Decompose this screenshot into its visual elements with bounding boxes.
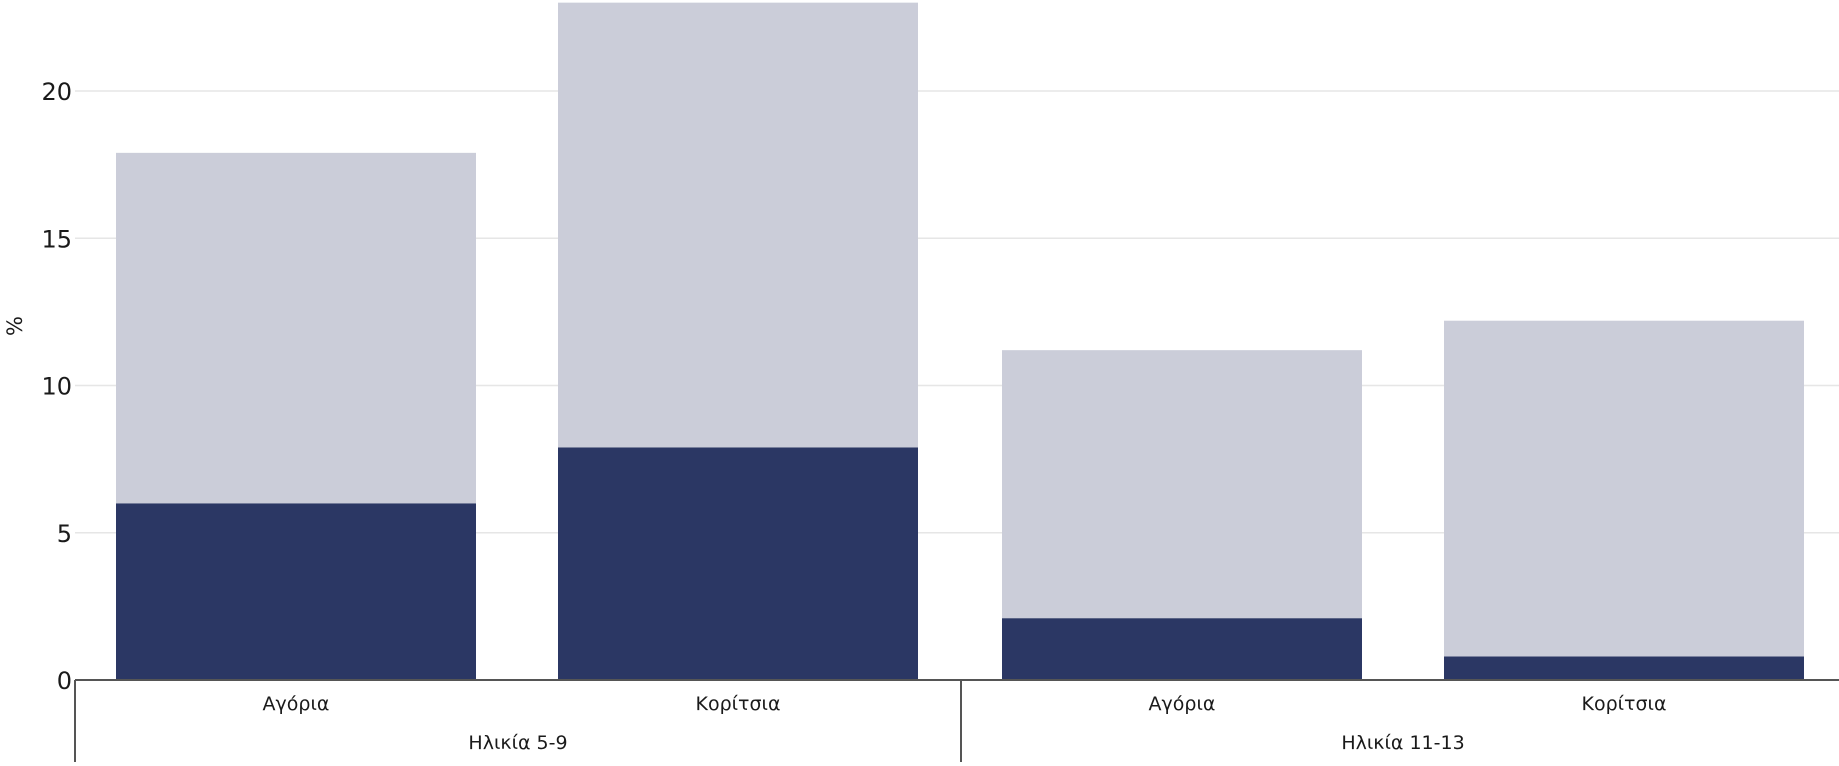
x-category-label: Αγόρια	[263, 693, 330, 715]
y-tick-label: 15	[41, 225, 72, 253]
bar-segment-lower	[1444, 656, 1804, 680]
x-category-label: Κορίτσια	[1581, 693, 1666, 715]
bar-segment-lower	[116, 503, 476, 680]
y-tick-label: 5	[57, 520, 72, 548]
axes	[74, 679, 1839, 762]
bar-segment-upper	[1444, 320, 1804, 657]
bars	[116, 2, 1804, 680]
bar-segment-upper	[1002, 350, 1362, 619]
x-category-label: Αγόρια	[1149, 693, 1216, 715]
bar-segment-upper	[558, 2, 918, 448]
x-group-label: Ηλικία 5-9	[468, 732, 567, 754]
y-tick-label: 20	[41, 78, 72, 106]
y-tick-label: 0	[57, 667, 72, 695]
bar-segment-upper	[116, 152, 476, 504]
y-tick-label: 10	[41, 373, 72, 401]
x-category-label: Κορίτσια	[695, 693, 780, 715]
y-axis-label: %	[3, 316, 27, 336]
bar-segment-lower	[558, 447, 918, 680]
labels: 0 5 10 15 20 Αγόρια Κορίτσια Αγόρια Κορίτσια Ηλικ…	[41, 78, 1666, 754]
bar-segment-lower	[1002, 618, 1362, 680]
x-group-label: Ηλικία 11-13	[1341, 732, 1464, 754]
